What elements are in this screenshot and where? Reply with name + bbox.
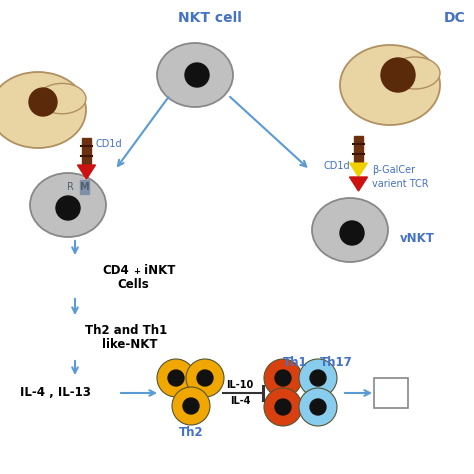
Ellipse shape xyxy=(30,173,106,237)
Circle shape xyxy=(172,387,210,425)
Polygon shape xyxy=(349,163,367,177)
Polygon shape xyxy=(78,165,95,179)
FancyBboxPatch shape xyxy=(374,378,408,408)
Circle shape xyxy=(264,359,302,397)
Text: CD4: CD4 xyxy=(102,264,129,276)
Text: +: + xyxy=(133,267,140,276)
Circle shape xyxy=(264,388,302,426)
Circle shape xyxy=(310,370,326,386)
Text: β-GalCer: β-GalCer xyxy=(373,165,416,175)
Circle shape xyxy=(299,359,337,397)
Ellipse shape xyxy=(312,198,388,262)
Circle shape xyxy=(275,370,291,386)
Circle shape xyxy=(157,359,195,397)
Circle shape xyxy=(197,370,213,386)
Ellipse shape xyxy=(157,43,233,107)
Text: CD1d: CD1d xyxy=(323,161,350,171)
Ellipse shape xyxy=(38,83,86,114)
Circle shape xyxy=(275,399,291,415)
Text: IL-10: IL-10 xyxy=(227,380,254,390)
Ellipse shape xyxy=(340,45,440,125)
Text: Th1: Th1 xyxy=(283,356,307,368)
Text: iNKT: iNKT xyxy=(140,264,175,276)
Text: vNKT: vNKT xyxy=(400,231,435,245)
Circle shape xyxy=(56,196,80,220)
Circle shape xyxy=(381,58,415,92)
FancyBboxPatch shape xyxy=(354,136,363,162)
Text: Cells: Cells xyxy=(117,277,149,291)
Circle shape xyxy=(168,370,184,386)
Text: CD1d: CD1d xyxy=(96,139,123,149)
Circle shape xyxy=(186,359,224,397)
Circle shape xyxy=(310,399,326,415)
Text: Th2 and Th1: Th2 and Th1 xyxy=(85,323,167,337)
Circle shape xyxy=(185,63,209,87)
FancyBboxPatch shape xyxy=(80,180,89,194)
Text: R: R xyxy=(66,182,73,192)
Text: NKT cell: NKT cell xyxy=(178,11,242,25)
Text: Th17: Th17 xyxy=(319,356,352,368)
Text: DC: DC xyxy=(444,11,466,25)
Text: varient TCR: varient TCR xyxy=(373,179,429,189)
Ellipse shape xyxy=(0,72,86,148)
Circle shape xyxy=(340,221,364,245)
Text: Th2: Th2 xyxy=(179,426,203,438)
Circle shape xyxy=(29,88,57,116)
Text: like-NKT: like-NKT xyxy=(102,337,157,350)
Ellipse shape xyxy=(390,57,440,89)
Text: IL-4: IL-4 xyxy=(230,396,250,406)
Circle shape xyxy=(299,388,337,426)
Circle shape xyxy=(183,398,199,414)
Text: IL-4 , IL-13: IL-4 , IL-13 xyxy=(20,386,91,400)
Text: M: M xyxy=(79,182,89,192)
Polygon shape xyxy=(349,177,367,191)
FancyBboxPatch shape xyxy=(82,138,91,164)
